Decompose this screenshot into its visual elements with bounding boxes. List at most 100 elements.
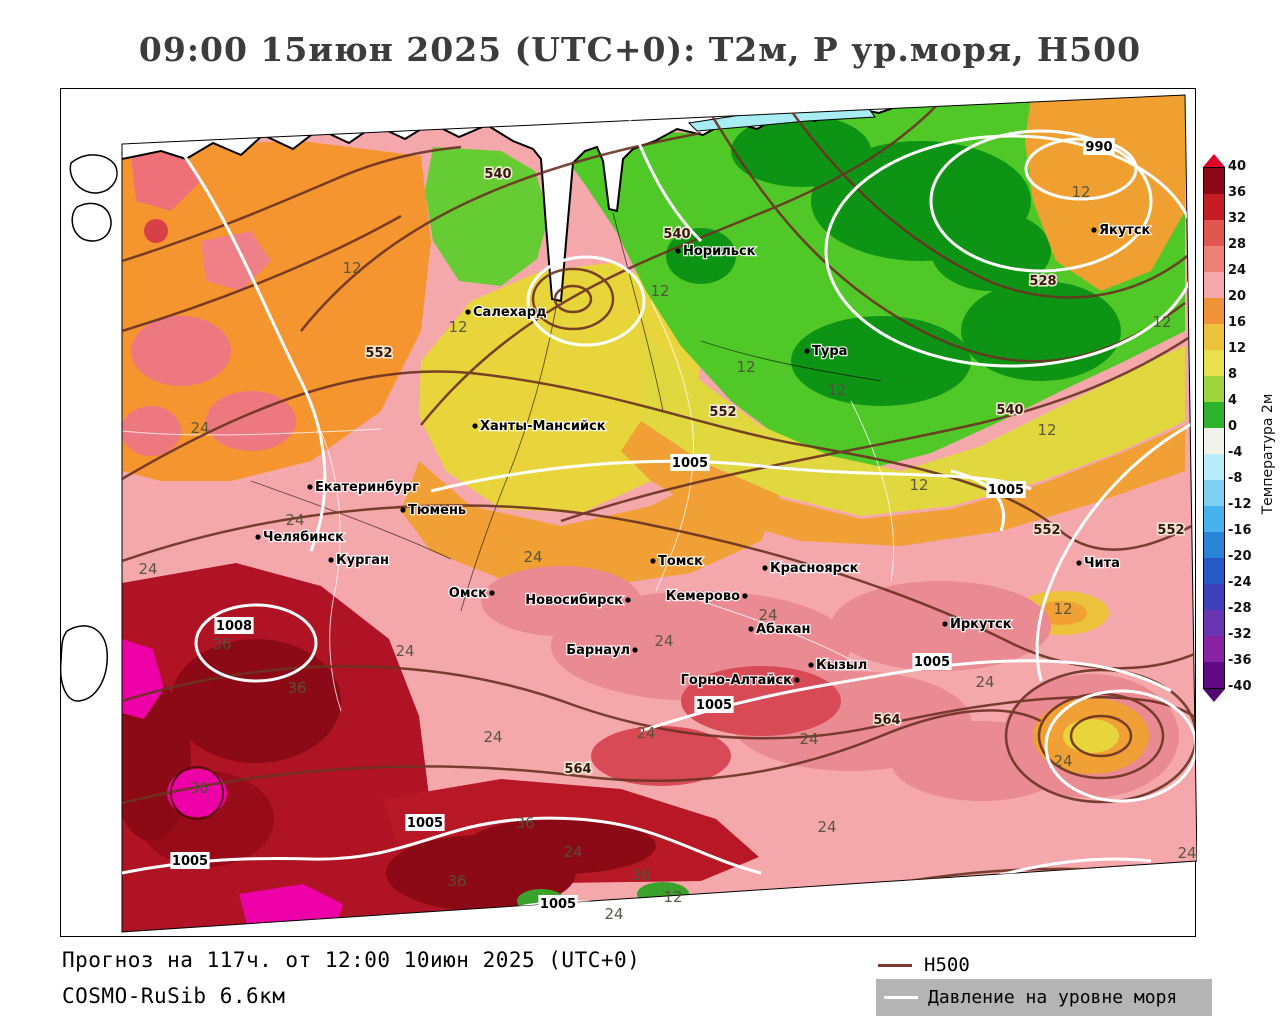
city-marker: Абакан bbox=[748, 621, 812, 638]
h500-contour-label: 528 bbox=[1029, 274, 1056, 289]
h500-contour-line bbox=[420, 100, 942, 426]
temp-value-label: 12 bbox=[342, 259, 361, 277]
model-info-line: COSMO-RuSib 6.6км bbox=[62, 984, 286, 1008]
svg-text:1005: 1005 bbox=[407, 816, 443, 831]
temp-value-label: 24 bbox=[395, 642, 414, 660]
city-marker: Омск bbox=[448, 585, 495, 602]
h500-contour-label: 552 bbox=[1157, 523, 1184, 538]
pressure-contour-line bbox=[526, 255, 646, 347]
svg-text:Екатеринбург: Екатеринбург bbox=[315, 480, 419, 495]
colorbar-cell bbox=[1204, 428, 1224, 454]
colorbar-cell bbox=[1204, 168, 1224, 194]
temp-value-label: 36 bbox=[631, 866, 650, 884]
h500-contours-layer bbox=[122, 95, 1197, 932]
pressure-contour-line bbox=[929, 129, 1153, 273]
temp-region-yellow-east bbox=[641, 331, 1185, 516]
weather-map: 12 12 12 12 12 12 12 12 12 12 12 24 24 24 24 24 24 24 24 24… bbox=[61, 94, 1197, 933]
h500-contour-line bbox=[122, 504, 1197, 670]
colorbar-cell bbox=[1204, 272, 1224, 298]
colorbar-tick-label: -16 bbox=[1228, 523, 1252, 538]
colorbar-cell bbox=[1204, 584, 1224, 610]
temp-value-label: 12 bbox=[650, 282, 669, 300]
h500-contour-label: 564 bbox=[564, 762, 591, 777]
h500-contour-label: 552 bbox=[365, 346, 392, 361]
colorbar-tick-label: -36 bbox=[1228, 653, 1252, 668]
h500-contour-line bbox=[122, 145, 462, 263]
temp-region-pink-patch bbox=[206, 391, 296, 451]
temp-region-orange-east bbox=[621, 421, 1185, 546]
temp-region-darkgreen bbox=[791, 316, 971, 406]
svg-text:Челябинск: Челябинск bbox=[263, 530, 344, 545]
city-marker: Тура bbox=[804, 343, 849, 360]
city-marker: Иркутск bbox=[942, 616, 1013, 633]
temp-region-magenta bbox=[743, 895, 839, 927]
city-marker: Новосибирск bbox=[524, 592, 631, 609]
svg-text:Салехард: Салехард bbox=[473, 305, 547, 320]
pressure-contour-label: 1005 bbox=[405, 814, 445, 831]
page-title: 09:00 15июн 2025 (UTC+0): Т2м, P ур.моря… bbox=[138, 30, 1142, 69]
temp-region-bullseye-core bbox=[1063, 719, 1119, 753]
svg-text:1005: 1005 bbox=[672, 456, 708, 471]
city-marker: Екатеринбург bbox=[307, 479, 420, 496]
colorbar-cell bbox=[1204, 246, 1224, 272]
colorbar-cell bbox=[1204, 324, 1224, 350]
colorbar-cell bbox=[1204, 402, 1224, 428]
admin-boundary bbox=[850, 400, 895, 582]
river bbox=[460, 302, 558, 612]
city-marker: Барнаул bbox=[565, 642, 638, 659]
h500-contour-line bbox=[300, 131, 702, 332]
svg-text:1005: 1005 bbox=[540, 897, 576, 912]
pressure-contour-line bbox=[1024, 137, 1138, 201]
h500-contour-line bbox=[122, 214, 402, 333]
temp-region-red-patch bbox=[201, 231, 271, 291]
city-marker: Ханты-Мансийск bbox=[472, 418, 607, 435]
island bbox=[69, 154, 118, 194]
admin-boundary bbox=[650, 300, 695, 592]
colorbar-ticks: 40 36 32 28 24 20 16 12 8 4 0 -4 -8 -12 -16 -20 -24 -28 -3… bbox=[1228, 159, 1268, 699]
temp-value-label: 12 bbox=[909, 476, 928, 494]
temp-value-label: 12 bbox=[827, 381, 846, 399]
city-marker: Якутск bbox=[1091, 222, 1152, 239]
city-marker: Тюмень bbox=[400, 502, 467, 519]
svg-text:Чита: Чита bbox=[1084, 556, 1120, 571]
pressure-line-sample bbox=[884, 996, 918, 999]
island bbox=[71, 202, 112, 242]
temp-value-label: 12 bbox=[448, 318, 467, 336]
svg-text:1005: 1005 bbox=[914, 655, 950, 670]
colorbar-cell bbox=[1204, 610, 1224, 636]
city-markers-layer: Норильск Салехард Тура Якутск Ханты-Мансийск… bbox=[255, 222, 1152, 689]
temp-value-label: 24 bbox=[483, 728, 502, 746]
temp-value-label: 24 bbox=[190, 419, 209, 437]
svg-text:Новосибирск: Новосибирск bbox=[525, 593, 623, 608]
colorbar-tick-label: -32 bbox=[1228, 627, 1252, 642]
temp-value-label: 12 bbox=[736, 358, 755, 376]
temp-value-label: 12 bbox=[1053, 600, 1072, 618]
h500-contour-label: 540 bbox=[996, 403, 1023, 418]
pressure-contour-labels: 990 1005 1005 1008 1005 1005 1005 1005 1005 bbox=[170, 138, 1115, 912]
h500-contour-label: 564 bbox=[873, 713, 900, 728]
islands-layer bbox=[61, 154, 118, 702]
h500-contour-label: 552 bbox=[1033, 523, 1060, 538]
colorbar-tick-label: 32 bbox=[1228, 211, 1247, 226]
city-marker: Красноярск bbox=[762, 560, 860, 577]
colorbar-cell bbox=[1204, 558, 1224, 584]
temp-value-label: 24 bbox=[604, 905, 623, 923]
h500-legend-label: H500 bbox=[924, 954, 970, 976]
colorbar-tick-label: 16 bbox=[1228, 315, 1247, 330]
temperature-value-labels: 12 12 12 12 12 12 12 12 12 12 12 24 24 24 24 24 24 24 24 24… bbox=[138, 183, 1196, 923]
temp-value-label: 12 bbox=[663, 888, 682, 906]
colorbar-cell bbox=[1204, 220, 1224, 246]
temp-value-label: 36 bbox=[189, 779, 208, 797]
city-marker: Норильск bbox=[675, 243, 757, 260]
svg-text:1005: 1005 bbox=[172, 854, 208, 869]
temp-value-label: 24 bbox=[799, 730, 818, 748]
city-marker: Кызыл bbox=[808, 657, 868, 674]
pressure-contour-line bbox=[122, 816, 762, 875]
colorbar-cell bbox=[1204, 298, 1224, 324]
svg-text:Иркутск: Иркутск bbox=[950, 617, 1012, 632]
temp-region-pink-patch bbox=[131, 316, 231, 386]
temp-region-maroon bbox=[171, 639, 341, 763]
temp-value-label: 36 bbox=[287, 679, 306, 697]
temp-value-label: 36 bbox=[447, 872, 466, 890]
